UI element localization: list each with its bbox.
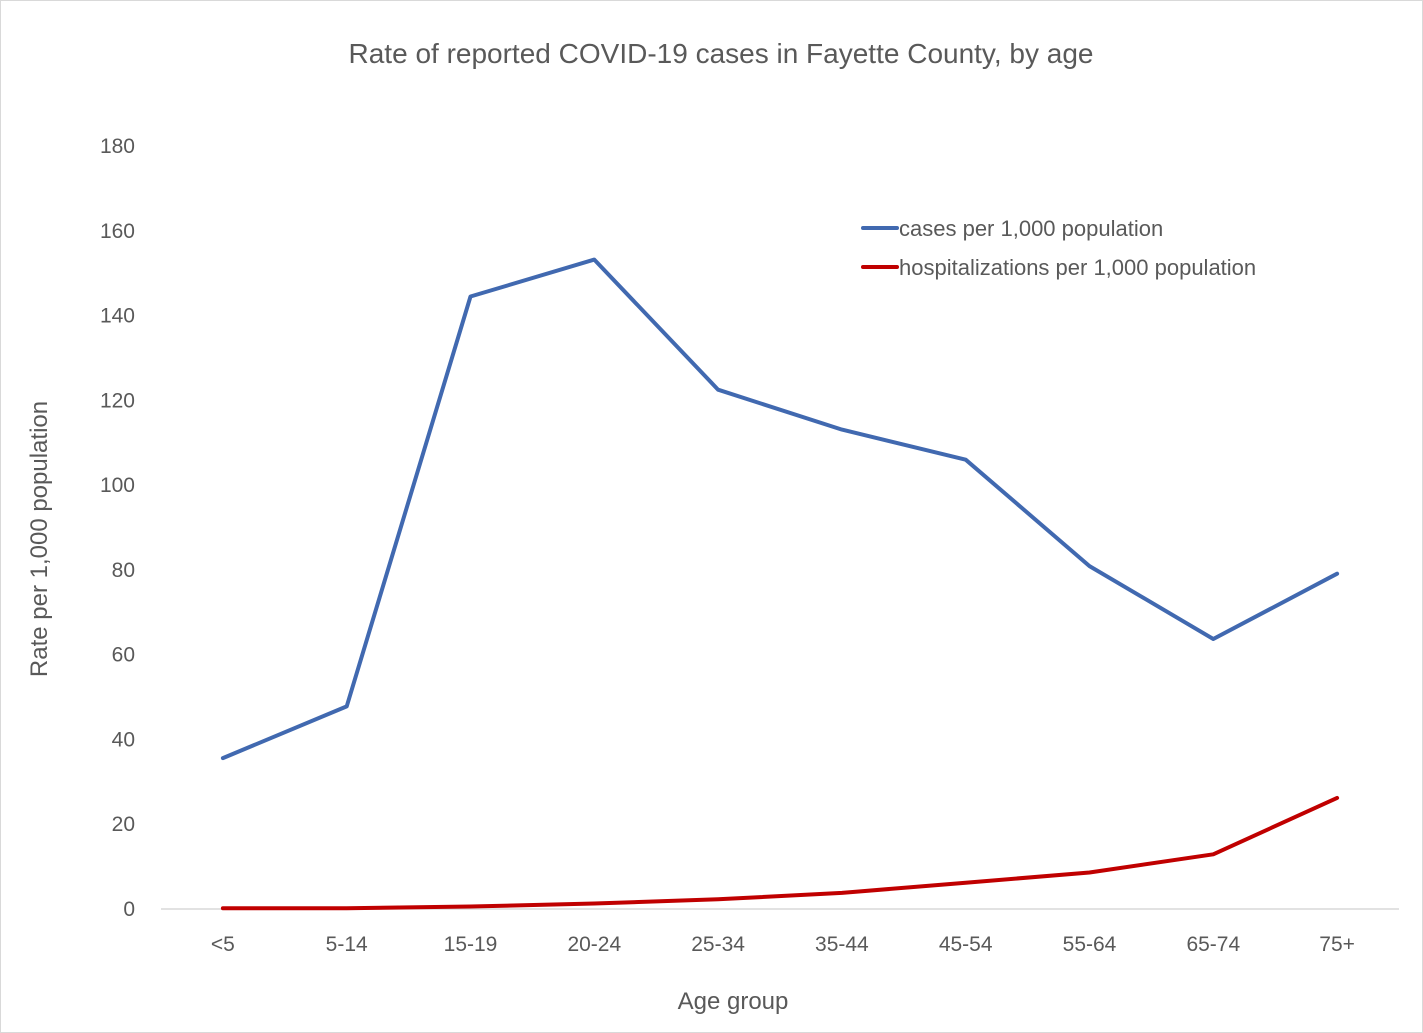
series-line-2 bbox=[220, 795, 1340, 911]
legend-label-2: hospitalizations per 1,000 population bbox=[899, 255, 1256, 280]
y-axis-tick-labels: 0 20 40 60 80 100 120 140 160 180 bbox=[100, 135, 135, 921]
legend: cases per 1,000 population hospitalizatio… bbox=[861, 216, 1256, 280]
x-tick-label: 25-34 bbox=[691, 933, 745, 956]
series-line-1 bbox=[220, 257, 1340, 761]
series-lines bbox=[220, 257, 1340, 911]
x-tick-label: 20-24 bbox=[567, 933, 621, 956]
y-tick-label: 60 bbox=[112, 644, 135, 667]
x-tick-label: 55-64 bbox=[1063, 933, 1117, 956]
y-tick-label: 140 bbox=[100, 305, 135, 328]
x-tick-label: 5-14 bbox=[326, 933, 368, 956]
x-tick-label: <5 bbox=[211, 933, 235, 956]
x-axis-tick-labels: <5 5-14 15-19 20-24 25-34 35-44 45-54 55-64 65-7… bbox=[211, 933, 1355, 956]
legend-label-1: cases per 1,000 population bbox=[899, 216, 1163, 241]
x-tick-label: 15-19 bbox=[444, 933, 498, 956]
y-tick-label: 0 bbox=[123, 898, 135, 921]
y-tick-label: 80 bbox=[112, 559, 135, 582]
y-axis-title: Rate per 1,000 population bbox=[26, 401, 53, 677]
y-tick-label: 20 bbox=[112, 813, 135, 836]
chart-title: Rate of reported COVID-19 cases in Fayet… bbox=[349, 38, 1094, 69]
x-tick-label: 35-44 bbox=[815, 933, 869, 956]
y-tick-label: 120 bbox=[100, 389, 135, 412]
x-tick-label: 45-54 bbox=[939, 933, 993, 956]
x-tick-label: 75+ bbox=[1319, 933, 1355, 956]
y-tick-label: 160 bbox=[100, 220, 135, 243]
x-axis-title: Age group bbox=[678, 988, 789, 1015]
y-tick-label: 180 bbox=[100, 135, 135, 158]
y-tick-label: 40 bbox=[112, 728, 135, 751]
y-tick-label: 100 bbox=[100, 474, 135, 497]
x-tick-label: 65-74 bbox=[1186, 933, 1240, 956]
